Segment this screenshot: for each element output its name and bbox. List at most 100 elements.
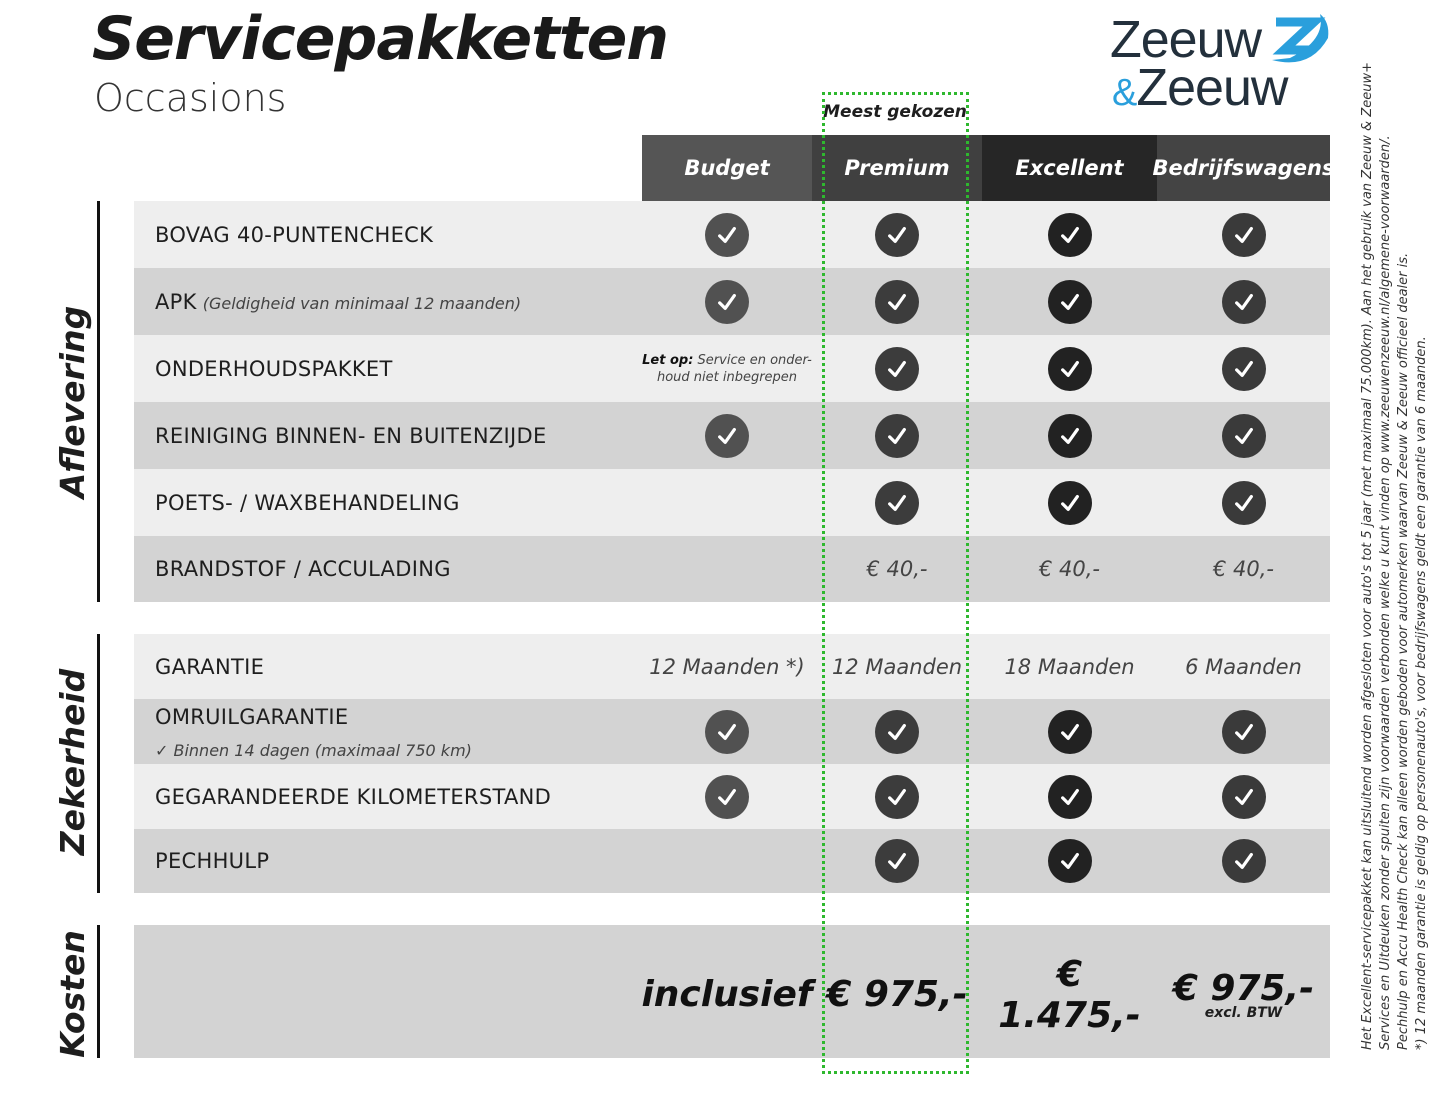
row-label: GARANTIE [155, 654, 265, 679]
check-icon [1047, 839, 1092, 883]
cell-bedrijfswagens: 6 Maanden [1157, 634, 1330, 699]
cell-premium [812, 764, 982, 829]
table-row: REINIGING BINNEN- EN BUITENZIJDE [134, 402, 1330, 469]
cell-budget [642, 469, 812, 536]
cell-premium [812, 402, 982, 469]
cell-excellent [982, 268, 1157, 335]
column-header-premium: Premium [812, 135, 982, 201]
cell-budget: 12 Maanden *) [642, 634, 812, 699]
check-icon [1047, 480, 1092, 525]
row-label: OMRUILGARANTIE [155, 705, 349, 729]
row-label: APK (Geldigheid van minimaal 12 maanden) [155, 289, 522, 314]
check-icon [1221, 709, 1266, 754]
check-icon [1047, 774, 1092, 819]
check-icon [705, 279, 749, 324]
cell-bedrijfswagens [1157, 201, 1330, 268]
check-icon [1221, 212, 1266, 257]
logo-swoosh-icon [1272, 14, 1329, 63]
table-row: PECHHULP [134, 829, 1330, 893]
row-label: ONDERHOUDSPAKKET [155, 356, 393, 381]
row-label: POETS- / WAXBEHANDELING [155, 490, 460, 515]
check-icon [875, 346, 919, 391]
section-label-aflevering: Aflevering [53, 305, 92, 499]
cell-excellent [982, 699, 1157, 764]
check-icon [705, 709, 749, 754]
cost-bedrijfswagens: € 975,- [1172, 968, 1315, 1009]
column-header-budget: Budget [642, 135, 812, 201]
cell-excellent [982, 829, 1157, 893]
cell-budget [642, 829, 812, 893]
table-row: ONDERHOUDSPAKKET Let op: Service en onder… [134, 335, 1330, 402]
cell-budget [642, 201, 812, 268]
cell-premium: € 40,- [812, 536, 982, 602]
check-icon [1047, 709, 1092, 754]
check-icon [705, 413, 749, 458]
cost-excellent: € 1.475,- [998, 953, 1141, 1036]
table-row: GEGARANDEERDE KILOMETERSTAND [134, 764, 1330, 829]
cell-bedrijfswagens: € 40,- [1157, 536, 1330, 602]
section-label-zekerheid: Zekerheid [53, 668, 92, 856]
cell-excellent [982, 402, 1157, 469]
check-icon [1221, 480, 1266, 525]
cell-value: 12 Maanden [831, 654, 963, 679]
table-row: POETS- / WAXBEHANDELING [134, 469, 1330, 536]
cell-budget [642, 268, 812, 335]
check-icon [1047, 346, 1092, 391]
cell-value: € 40,- [866, 557, 928, 581]
cell-premium [812, 469, 982, 536]
cell-value: € 40,- [1212, 557, 1274, 581]
cost-budget: inclusief [641, 974, 813, 1015]
row-label: BRANDSTOF / ACCULADING [155, 557, 451, 581]
check-icon [875, 413, 919, 458]
cost-premium: € 975,- [826, 974, 968, 1015]
check-icon [1047, 212, 1092, 257]
check-icon [1221, 774, 1266, 819]
section-divider [97, 634, 100, 893]
table-row: BRANDSTOF / ACCULADING € 40,- € 40,- € 40,- [134, 536, 1330, 602]
row-label: REINIGING BINNEN- EN BUITENZIJDE [155, 423, 547, 448]
check-icon [1221, 346, 1266, 391]
row-subnote: ✓ Binnen 14 dagen (maximaal 750 km) [155, 741, 472, 760]
cell-excellent [982, 201, 1157, 268]
check-icon [1221, 413, 1266, 458]
column-header-excellent: Excellent [982, 135, 1157, 201]
check-icon [875, 279, 919, 324]
cell-budget [642, 764, 812, 829]
cell-budget [642, 536, 812, 602]
check-icon [875, 212, 919, 257]
cell-excellent [982, 469, 1157, 536]
cell-excellent: 18 Maanden [982, 634, 1157, 699]
page-subtitle: Occasions [94, 76, 287, 120]
column-header-bedrijfswagens: Bedrijfswagens [1153, 135, 1334, 201]
check-icon [1221, 279, 1266, 324]
check-icon [705, 212, 749, 257]
check-icon [1047, 413, 1092, 458]
cell-budget [642, 402, 812, 469]
section-divider [97, 925, 100, 1058]
cell-bedrijfswagens [1157, 268, 1330, 335]
row-label: PECHHULP [155, 849, 270, 873]
row-note: (Geldigheid van minimaal 12 maanden) [202, 293, 522, 313]
cell-bedrijfswagens [1157, 402, 1330, 469]
zeeuw-logo: Zeeuw &Zeeuw [1110, 10, 1340, 117]
cell-premium: 12 Maanden [812, 634, 982, 699]
check-icon [875, 709, 919, 754]
cell-premium [812, 335, 982, 402]
check-icon [1047, 279, 1092, 324]
budget-note: Let op: Service en onder- houd niet inbe… [642, 352, 812, 385]
cell-value: 12 Maanden *) [649, 654, 805, 679]
cell-excellent: € 40,- [982, 536, 1157, 602]
table-row: BOVAG 40-PUNTENCHECK [134, 201, 1330, 268]
cell-value: 18 Maanden [1004, 654, 1135, 679]
cell-value: 6 Maanden [1185, 654, 1302, 679]
page-title: Servicepakketten [92, 4, 669, 74]
cell-excellent [982, 335, 1157, 402]
excl-btw-label: excl. BTW [1204, 1005, 1283, 1021]
row-label: BOVAG 40-PUNTENCHECK [155, 222, 434, 247]
cell-excellent [982, 764, 1157, 829]
row-label: GEGARANDEERDE KILOMETERSTAND [155, 784, 552, 809]
section-label-kosten: Kosten [53, 930, 92, 1058]
check-icon [1221, 839, 1266, 883]
cell-premium [812, 201, 982, 268]
check-icon [875, 839, 919, 883]
